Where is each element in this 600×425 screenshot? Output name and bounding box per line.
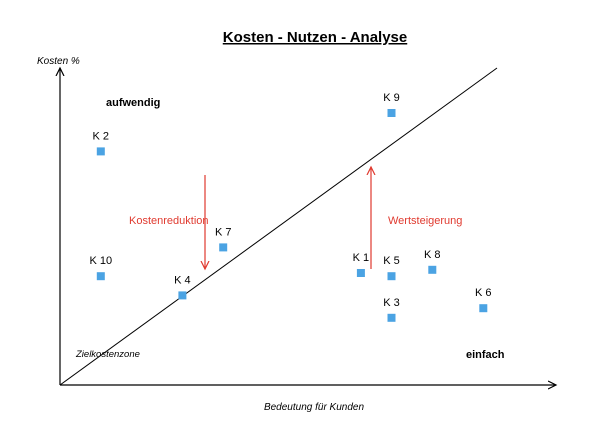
point-marker-k4	[178, 291, 187, 300]
point-marker-k8	[428, 265, 437, 274]
point-label-k2: K 2	[93, 130, 110, 142]
point-marker-k10	[96, 272, 105, 281]
target-cost-line	[59, 67, 498, 386]
value-increase-label: Wertsteigerung	[388, 215, 462, 227]
point-label-k7: K 7	[215, 226, 232, 238]
point-marker-k3	[387, 313, 396, 322]
x-axis-label: Bedeutung für Kunden	[264, 402, 365, 413]
point-label-k10: K 10	[89, 255, 112, 267]
page-title: Kosten - Nutzen - Analyse	[223, 29, 407, 46]
y-axis-label: Kosten %	[37, 56, 80, 67]
target-zone-label: Zielkostenzone	[75, 349, 140, 360]
point-label-k8: K 8	[424, 249, 441, 261]
region-label-aufwendig: aufwendig	[106, 97, 160, 109]
points-layer: K 1 K 2 K 3 K 4 K 5 K 6 K 7 K 8 K 9 K 10	[89, 92, 492, 322]
point-label-k9: K 9	[383, 92, 400, 104]
cost-reduction-label: Kostenreduktion	[129, 215, 209, 227]
point-marker-k5	[387, 272, 396, 281]
point-marker-k2	[96, 147, 105, 156]
point-label-k6: K 6	[475, 287, 492, 299]
point-marker-k7	[219, 243, 228, 252]
point-marker-k6	[479, 304, 488, 313]
point-marker-k1	[356, 269, 365, 277]
region-label-einfach: einfach	[466, 349, 505, 361]
point-label-k1: K 1	[353, 252, 370, 264]
point-label-k5: K 5	[383, 255, 400, 267]
point-marker-k9	[387, 109, 396, 117]
point-label-k4: K 4	[174, 274, 191, 286]
point-label-k3: K 3	[383, 297, 400, 309]
